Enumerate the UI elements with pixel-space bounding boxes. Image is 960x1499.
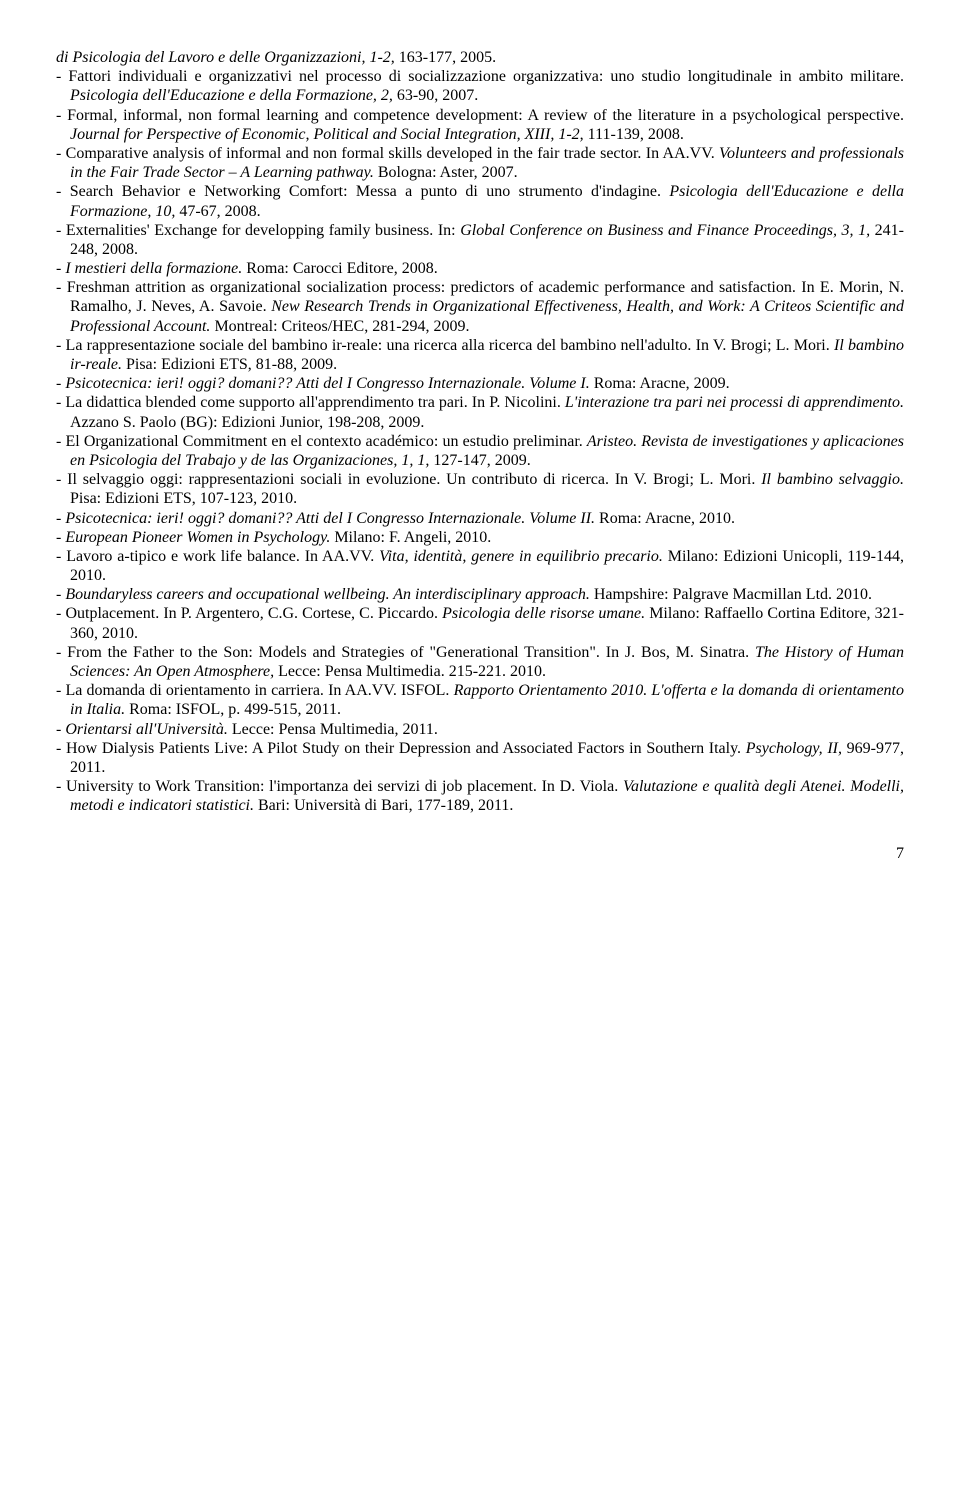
bibliography-entry: - Externalities' Exchange for developpin… bbox=[56, 221, 904, 259]
bibliography-entry: - Outplacement. In P. Argentero, C.G. Co… bbox=[56, 604, 904, 642]
bibliography-entry: - Search Behavior e Networking Comfort: … bbox=[56, 182, 904, 220]
bibliography-entry: - From the Father to the Son: Models and… bbox=[56, 643, 904, 681]
bibliography-entry: - Psicotecnica: ieri! oggi? domani?? Att… bbox=[56, 374, 904, 393]
bibliography-entry: - Freshman attrition as organizational s… bbox=[56, 278, 904, 336]
bibliography-entry: - Psicotecnica: ieri! oggi? domani?? Att… bbox=[56, 509, 904, 528]
bibliography-entry: - Il selvaggio oggi: rappresentazioni so… bbox=[56, 470, 904, 508]
bibliography-entry: - La rappresentazione sociale del bambin… bbox=[56, 336, 904, 374]
bibliography-entry: - Boundaryless careers and occupational … bbox=[56, 585, 904, 604]
bibliography-entry: - El Organizational Commitment en el con… bbox=[56, 432, 904, 470]
page-number: 7 bbox=[56, 844, 904, 863]
bibliography-list: di Psicologia del Lavoro e delle Organiz… bbox=[56, 48, 904, 816]
bibliography-entry: - Fattori individuali e organizzativi ne… bbox=[56, 67, 904, 105]
bibliography-entry: - La domanda di orientamento in carriera… bbox=[56, 681, 904, 719]
bibliography-entry: - I mestieri della formazione. Roma: Car… bbox=[56, 259, 904, 278]
bibliography-entry: - Comparative analysis of informal and n… bbox=[56, 144, 904, 182]
bibliography-entry: di Psicologia del Lavoro e delle Organiz… bbox=[56, 48, 904, 67]
bibliography-entry: - Orientarsi all'Università. Lecce: Pens… bbox=[56, 720, 904, 739]
bibliography-entry: - European Pioneer Women in Psychology. … bbox=[56, 528, 904, 547]
bibliography-entry: - University to Work Transition: l'impor… bbox=[56, 777, 904, 815]
bibliography-entry: - Lavoro a-tipico e work life balance. I… bbox=[56, 547, 904, 585]
bibliography-entry: - How Dialysis Patients Live: A Pilot St… bbox=[56, 739, 904, 777]
bibliography-entry: - La didattica blended come supporto all… bbox=[56, 393, 904, 431]
bibliography-entry: - Formal, informal, non formal learning … bbox=[56, 106, 904, 144]
